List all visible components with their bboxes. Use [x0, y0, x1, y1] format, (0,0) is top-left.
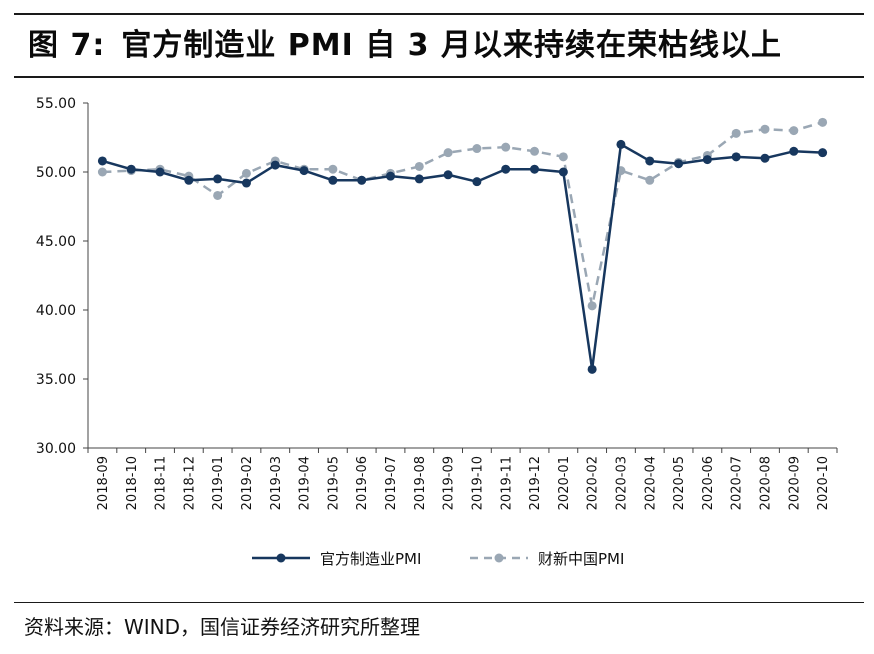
data-point-caixin-pmi: [213, 190, 223, 200]
data-point-official-pmi: [530, 164, 540, 174]
legend-swatch-official: [252, 553, 310, 563]
data-point-official-pmi: [731, 152, 741, 162]
data-point-official-pmi: [385, 171, 395, 181]
y-tick-label: 35.00: [36, 372, 76, 388]
data-point-official-pmi: [674, 159, 684, 169]
y-tick-label: 45.00: [36, 234, 76, 250]
x-tick-label: 2019-07: [384, 456, 399, 510]
data-point-caixin-pmi: [443, 148, 453, 158]
data-point-caixin-pmi: [558, 152, 568, 162]
data-point-caixin-pmi: [501, 142, 511, 152]
x-tick-label: 2019-01: [211, 456, 226, 510]
data-point-official-pmi: [299, 166, 309, 176]
legend-item-caixin-pmi: 财新中国PMI: [468, 543, 624, 573]
data-point-caixin-pmi: [760, 124, 770, 134]
x-tick-label: 2019-09: [442, 456, 457, 510]
source-note: 资料来源：WIND，国信证券经济研究所整理: [24, 615, 421, 639]
data-point-caixin-pmi: [241, 168, 251, 178]
x-tick-label: 2019-03: [269, 456, 284, 510]
top-rule: [14, 13, 864, 15]
x-tick-label: 2018-12: [182, 456, 197, 510]
figure-number: 图 7:: [28, 28, 106, 63]
x-tick-label: 2019-10: [470, 456, 485, 510]
x-tick-label: 2019-12: [528, 456, 543, 510]
data-point-caixin-pmi: [414, 161, 424, 171]
x-tick-label: 2018-10: [125, 456, 140, 510]
data-point-caixin-pmi: [328, 164, 338, 174]
title-rule: [14, 76, 864, 78]
data-point-official-pmi: [587, 364, 597, 374]
data-point-official-pmi: [558, 167, 568, 177]
line-chart: 30.00 35.00 40.00 45.00 50.00 55.00 2018-09 201…: [36, 96, 838, 510]
figure-title-text: 官方制造业 PMI 自 3 月以来持续在荣枯线以上: [121, 28, 782, 63]
x-tick-label: 2020-05: [672, 456, 687, 510]
data-point-official-pmi: [97, 156, 107, 166]
data-point-official-pmi: [645, 156, 655, 166]
x-tick-label: 2019-11: [499, 456, 514, 510]
data-point-official-pmi: [760, 153, 770, 163]
x-tick-label: 2018-11: [154, 456, 169, 510]
data-point-caixin-pmi: [587, 301, 597, 311]
data-point-official-pmi: [270, 160, 280, 170]
x-tick-label: 2019-05: [326, 456, 341, 510]
x-tick-label: 2020-08: [759, 456, 774, 510]
data-point-official-pmi: [472, 177, 482, 187]
data-point-official-pmi: [702, 155, 712, 165]
data-point-official-pmi: [241, 178, 251, 188]
y-tick-label: 40.00: [36, 303, 76, 319]
data-point-official-pmi: [357, 175, 367, 185]
x-tick-label: 2019-08: [413, 456, 428, 510]
data-point-official-pmi: [213, 174, 223, 184]
data-point-official-pmi: [155, 167, 165, 177]
y-tick-label: 30.00: [36, 441, 76, 457]
x-tick-label: 2019-04: [298, 456, 313, 510]
legend-item-official-pmi: 官方制造业PMI: [250, 543, 421, 573]
data-point-caixin-pmi: [645, 175, 655, 185]
chart-legend: 官方制造业PMI 财新中国PMI: [0, 543, 874, 573]
x-tick-label: 2020-04: [643, 456, 658, 510]
x-tick-label: 2020-06: [701, 456, 716, 510]
legend-swatch-caixin: [470, 553, 528, 563]
source-rule: [14, 602, 864, 603]
x-tick-label: 2020-03: [614, 456, 629, 510]
data-point-official-pmi: [126, 164, 136, 174]
figure-title: 图 7: 官方制造业 PMI 自 3 月以来持续在荣枯线以上: [28, 22, 798, 70]
x-tick-label: 2020-07: [730, 456, 745, 510]
x-tick-label: 2018-09: [96, 456, 111, 510]
x-tick-label: 2019-06: [355, 456, 370, 510]
legend-label-official: 官方制造业PMI: [320, 549, 422, 568]
series-line-official-pmi: [102, 143, 823, 371]
legend-label-caixin: 财新中国PMI: [538, 549, 625, 568]
data-point-official-pmi: [501, 164, 511, 174]
data-point-caixin-pmi: [731, 128, 741, 138]
data-point-caixin-pmi: [789, 126, 799, 136]
data-point-official-pmi: [443, 170, 453, 180]
data-point-caixin-pmi: [472, 144, 482, 154]
data-point-caixin-pmi: [530, 146, 540, 156]
data-point-official-pmi: [789, 146, 799, 156]
data-point-official-pmi: [328, 175, 338, 185]
x-tick-label: 2020-09: [787, 456, 802, 510]
y-tick-label: 50.00: [36, 165, 76, 181]
data-point-official-pmi: [184, 175, 194, 185]
data-point-caixin-pmi: [818, 117, 828, 127]
x-tick-label: 2020-01: [557, 456, 572, 510]
data-point-official-pmi: [616, 139, 626, 149]
x-tick-label: 2020-02: [586, 456, 601, 510]
x-tick-label: 2019-02: [240, 456, 255, 510]
y-tick-label: 55.00: [36, 96, 76, 112]
data-point-official-pmi: [414, 174, 424, 184]
series-line-caixin-pmi: [102, 121, 823, 308]
data-point-caixin-pmi: [97, 167, 107, 177]
data-point-official-pmi: [818, 148, 828, 158]
x-tick-label: 2020-10: [816, 456, 831, 510]
